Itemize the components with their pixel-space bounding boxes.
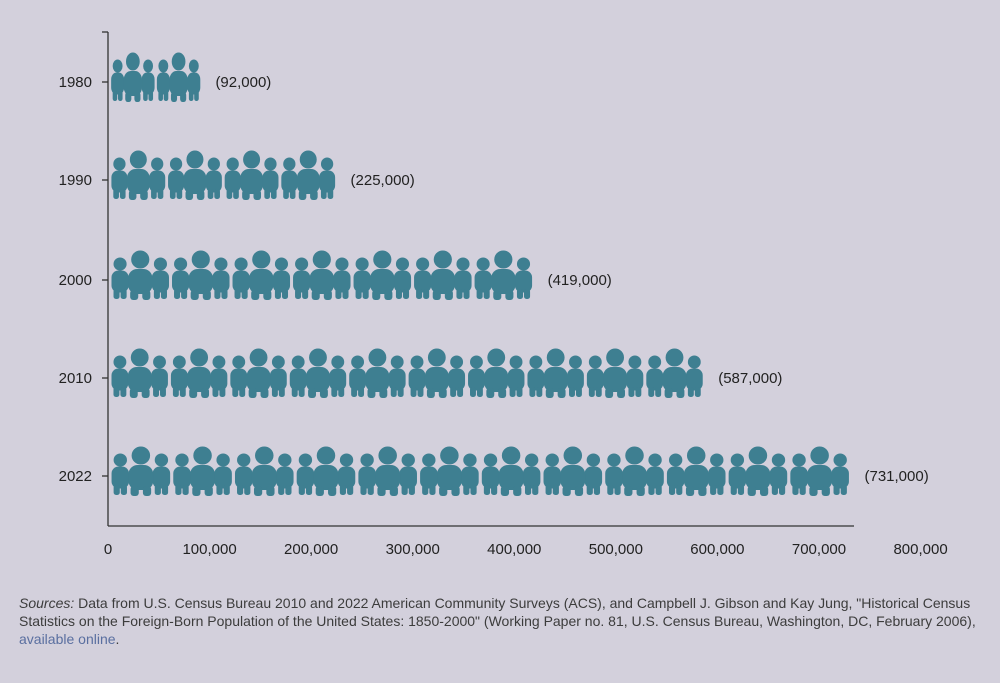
person-group-icon [605, 446, 664, 496]
y-category-label: 2000 [59, 272, 92, 289]
person-group-icon [586, 348, 644, 398]
person-group-icon [289, 348, 347, 398]
person-group-icon [156, 52, 201, 102]
x-tick-label: 200,000 [284, 541, 338, 558]
source-text: Data from U.S. Census Bureau 2010 and 20… [19, 595, 976, 629]
y-category-label: 1980 [59, 74, 92, 91]
x-tick-label: 0 [104, 541, 112, 558]
source-note: Sources: Data from U.S. Census Bureau 20… [19, 594, 979, 648]
chart-labels: 0 100,000 200,000 300,000 400,000 500,000 600,… [59, 74, 948, 558]
person-group-icon [111, 446, 171, 496]
person-group-icon [111, 52, 155, 102]
person-group-icon [468, 348, 525, 398]
bar-2010 [111, 348, 703, 398]
person-group-icon [170, 348, 228, 398]
person-group-icon [666, 446, 726, 496]
person-group-icon [293, 250, 351, 300]
person-group-icon [111, 150, 166, 200]
available-online-link[interactable]: available online [19, 631, 116, 647]
y-category-label: 2010 [59, 370, 92, 387]
person-group-icon [296, 446, 356, 496]
x-tick-label: 700,000 [792, 541, 846, 558]
axes [102, 31, 854, 527]
source-prefix: Sources: [19, 595, 75, 611]
x-tick-label: 400,000 [487, 541, 541, 558]
person-group-icon [232, 250, 291, 300]
x-tick-label: 800,000 [893, 541, 947, 558]
x-tick-label: 300,000 [386, 541, 440, 558]
person-group-icon [224, 150, 279, 200]
person-group-icon [527, 348, 584, 398]
person-group-icon [230, 348, 287, 398]
person-group-icon [646, 348, 703, 398]
pictogram-marks [111, 52, 849, 496]
person-group-icon [543, 446, 603, 496]
x-tick-label: 100,000 [182, 541, 236, 558]
bar-2000 [111, 250, 533, 300]
data-label: (731,000) [864, 468, 928, 485]
person-group-icon [173, 446, 232, 496]
person-group-icon [728, 446, 788, 496]
person-group-icon [349, 348, 406, 398]
x-tick-label: 600,000 [690, 541, 744, 558]
person-group-icon [172, 250, 230, 300]
chart-area: 0 100,000 200,000 300,000 400,000 500,000 600,… [59, 31, 948, 558]
person-group-icon [234, 446, 294, 496]
source-suffix: . [115, 631, 120, 647]
person-group-icon [281, 150, 336, 200]
y-category-label: 1990 [59, 172, 92, 189]
pictogram-chart: 0 100,000 200,000 300,000 400,000 500,000 600,… [59, 31, 948, 558]
bar-2022 [111, 446, 849, 496]
person-group-icon [353, 250, 412, 300]
person-group-icon [408, 348, 466, 398]
person-group-icon [111, 348, 168, 398]
person-group-icon [358, 446, 417, 496]
person-group-icon [168, 150, 222, 200]
data-label: (92,000) [215, 74, 271, 91]
bar-1980 [111, 52, 201, 102]
data-label: (587,000) [718, 370, 782, 387]
person-group-icon [790, 446, 849, 496]
bar-1990 [111, 150, 336, 200]
person-group-icon [481, 446, 541, 496]
person-group-icon [111, 250, 170, 300]
x-tick-label: 500,000 [589, 541, 643, 558]
y-category-label: 2022 [59, 468, 92, 485]
data-label: (419,000) [548, 272, 612, 289]
data-label: (225,000) [351, 172, 415, 189]
person-group-icon [414, 250, 472, 300]
person-group-icon [474, 250, 533, 300]
person-group-icon [420, 446, 479, 496]
